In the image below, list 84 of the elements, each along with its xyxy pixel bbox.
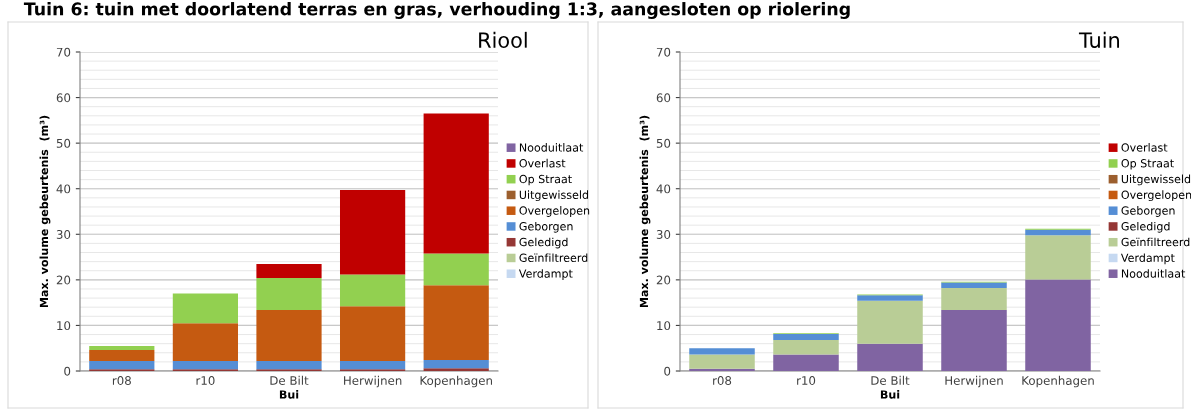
bar [1025,229,1091,236]
legend-label: Verdampt [1120,253,1175,265]
bar [89,345,155,351]
y-tick-label: 40 [56,184,71,194]
legend-label: Uitgewisseld [519,190,589,202]
bar [423,360,489,369]
y-tick-label: 60 [56,93,71,103]
bar [689,354,755,369]
bar [423,368,489,371]
bar [857,343,923,371]
x-axis-title: Bui [279,390,299,399]
bar [172,323,238,361]
bar [340,306,406,361]
bar [256,360,322,370]
bar [340,274,406,307]
y-tick-label: 0 [664,366,671,376]
x-tick-label: r10 [797,376,816,385]
bar [256,263,322,279]
y-tick-label: 40 [656,184,671,194]
legend-label: Overgelopen [519,206,590,217]
x-tick-label: Kopenhagen [420,375,492,388]
y-tick-label: 60 [656,93,671,103]
y-tick-label: 50 [656,138,671,148]
legend-label: Geïnfiltreerd [519,253,588,262]
chart-title: Riool [479,31,527,48]
y-tick-label: 70 [656,47,671,57]
y-tick-label: 10 [57,321,71,331]
x-tick-label: De Bilt [871,375,910,385]
legend-label: Geïnfiltreerd [1121,237,1190,247]
legend-label: Verdampt [518,269,573,280]
y-tick-label: 20 [656,275,671,285]
bar [340,190,406,275]
bar [423,113,489,254]
bar [1025,279,1091,371]
x-tick-label: Kopenhagen [1022,375,1094,388]
x-tick-label: Herwijnen [945,375,1003,388]
bar [1025,235,1091,280]
bar [256,278,322,310]
bar [941,282,1007,289]
bar [423,253,489,286]
bar [941,288,1007,310]
x-tick-label: De Bilt [270,375,309,385]
x-axis-title: Bui [880,390,900,399]
bar [89,360,155,370]
bar [857,295,923,301]
y-axis-title: Max. volume gebeurtenis (m³) [39,115,51,308]
legend-label: Geborgen [519,221,573,233]
text: Tuin 6: tuin met doorlatend terras en gras, verhouding 1:3, aangesloten op riolering [23,2,850,19]
bar [689,348,755,355]
bar [89,350,155,361]
bar [773,340,839,355]
legend-label: Geledigd [519,237,568,249]
legend-label: Uitgewisseld [1121,174,1191,186]
chart-title: Tuin [1078,31,1119,48]
bar [172,360,238,370]
x-tick-label: r08 [112,376,131,385]
legend-label: Geledigd [1121,221,1170,233]
legend-label: Op Straat [519,174,572,186]
y-tick-label: 30 [56,230,71,239]
x-tick-label: Herwijnen [344,375,402,388]
legend-label: Nooduitlaat [519,143,584,152]
bar [423,285,489,361]
legend-label: Overlast [1121,143,1168,152]
bar [857,300,923,344]
bar [773,354,839,371]
bar [941,309,1007,371]
y-tick-label: 0 [64,366,71,376]
y-axis-title: Max. volume gebeurtenis (m³) [639,115,651,308]
y-tick-label: 70 [56,47,71,57]
legend-label: Overlast [519,158,566,168]
x-tick-label: r08 [713,376,732,385]
y-tick-label: 50 [56,138,71,148]
x-tick-label: r10 [196,376,215,385]
y-tick-label: 10 [657,321,671,331]
y-tick-label: 30 [656,230,671,239]
legend-label: Op Straat [1121,159,1174,170]
bar [256,309,322,361]
bar [773,334,839,341]
y-tick-label: 20 [56,275,71,285]
bar [172,293,238,324]
legend-label: Geborgen [1121,206,1175,217]
legend-label: Overgelopen [1121,190,1191,202]
bar [340,360,406,370]
legend-label: Nooduitlaat [1121,269,1186,278]
